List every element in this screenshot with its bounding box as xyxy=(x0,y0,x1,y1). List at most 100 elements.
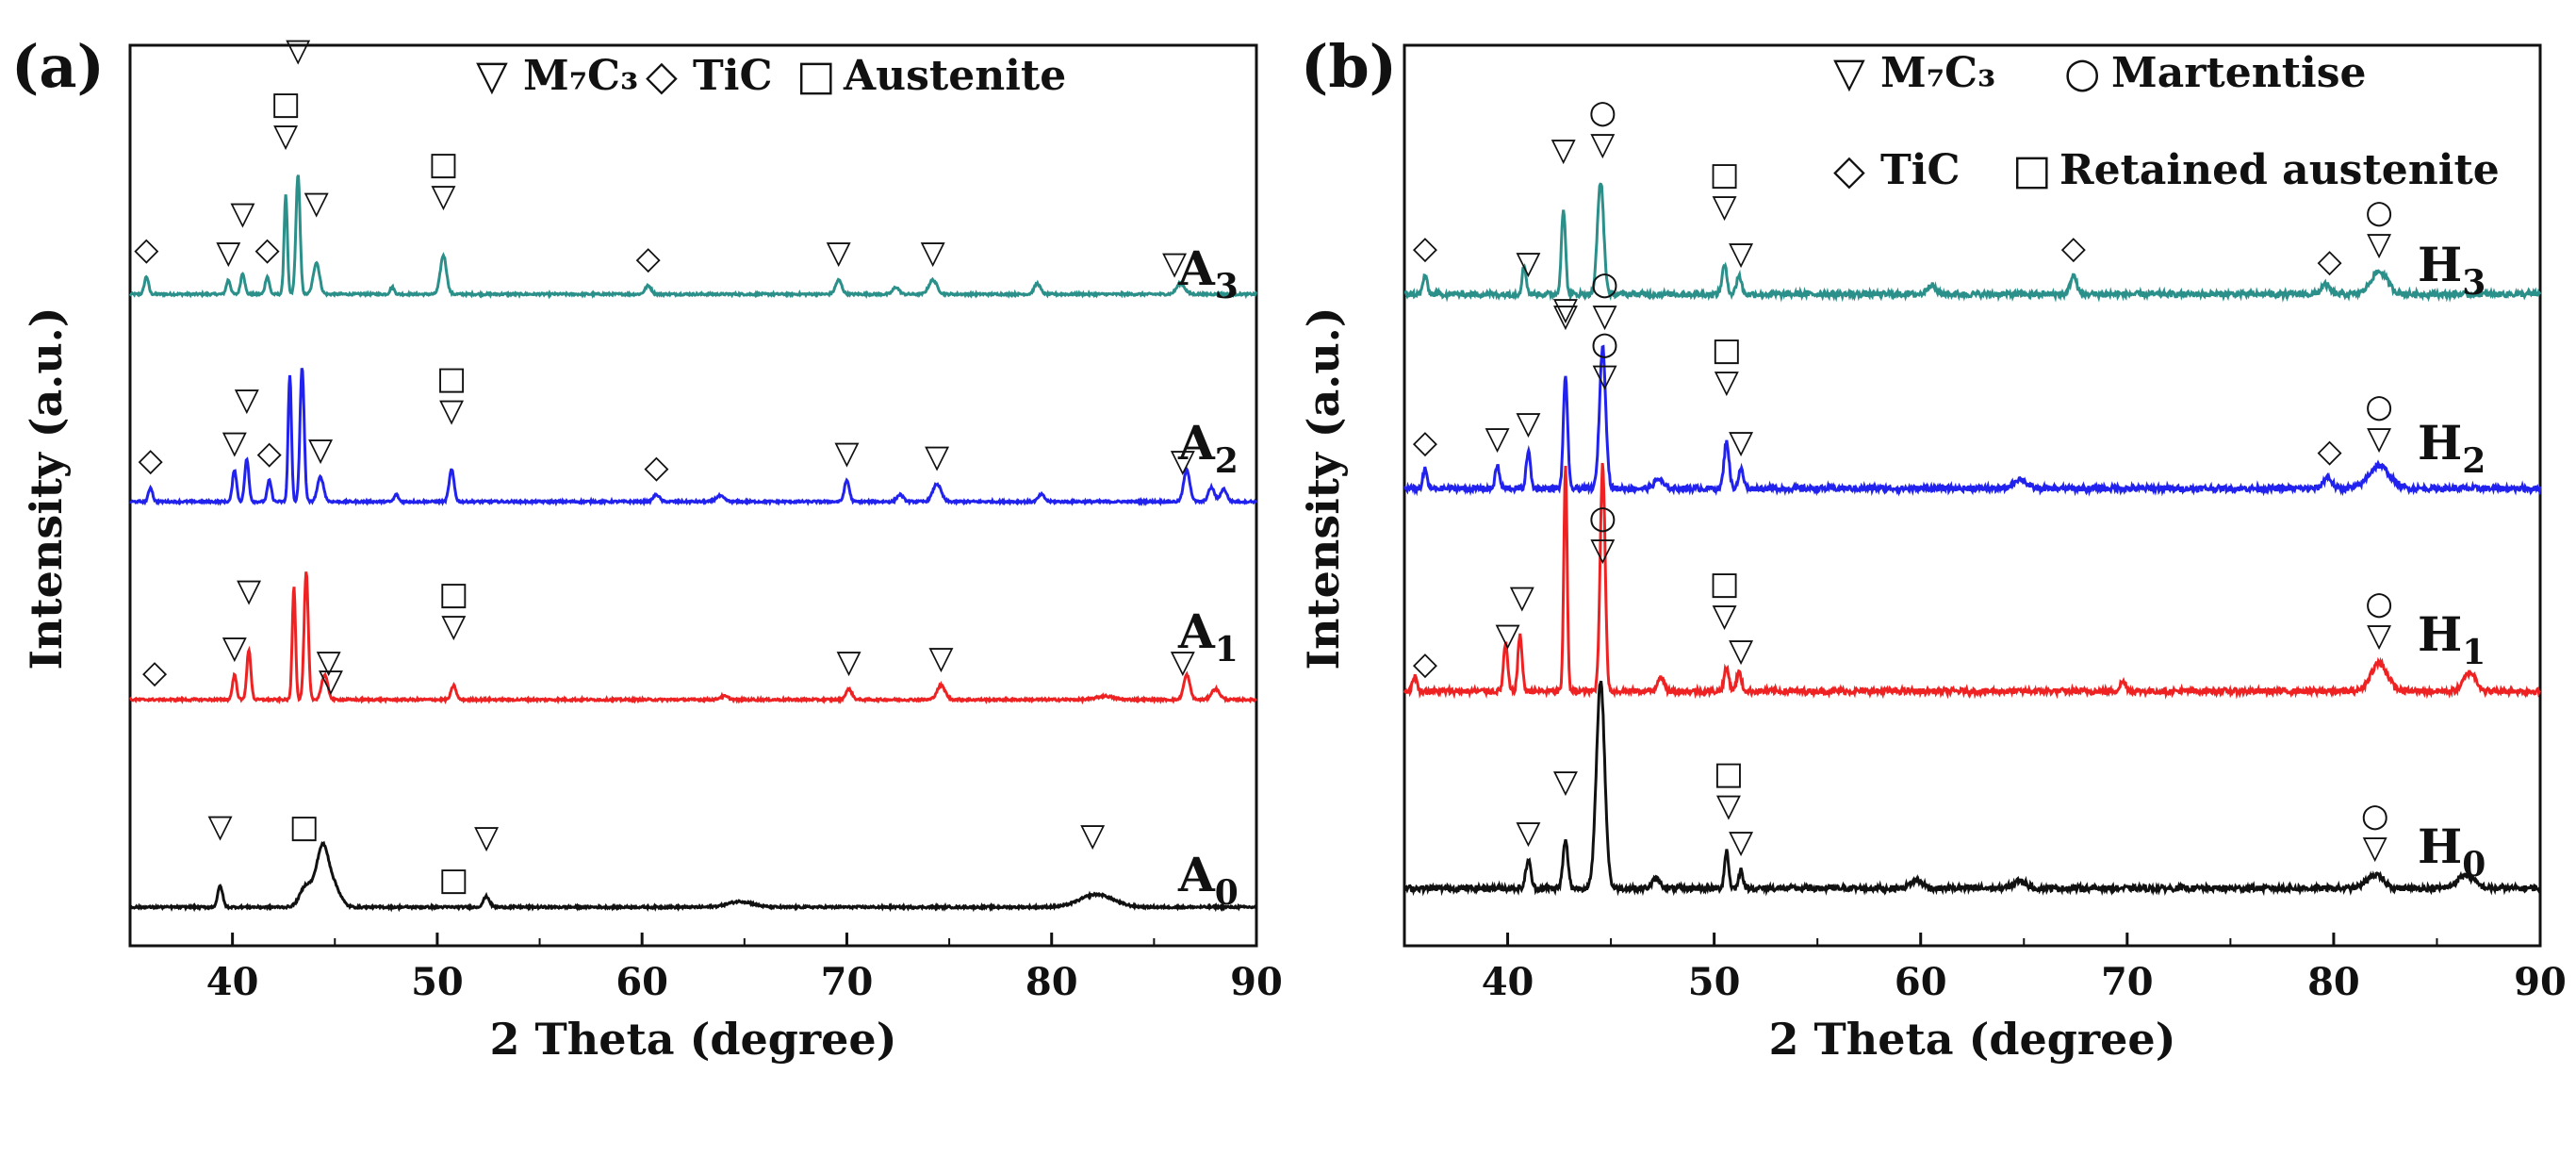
peak-marker: □ xyxy=(1710,156,1740,193)
legend-label: TiC xyxy=(693,52,772,100)
legend-item: ○ Martentise xyxy=(2064,49,2367,97)
curve-label: H2 xyxy=(2418,415,2486,481)
legend-item: ▽ M₇C₃ xyxy=(476,52,638,100)
x-axis-label: 2 Theta (degree) xyxy=(1769,1014,2176,1065)
peak-marker: ◇ xyxy=(134,230,159,268)
peak-marker: ▽ xyxy=(1590,531,1616,569)
peak-marker: ▽ xyxy=(441,607,467,645)
legend-label: Retained austenite xyxy=(2059,146,2500,194)
peak-marker: ▽ xyxy=(474,818,500,856)
peak-marker: ◇ xyxy=(1413,423,1438,461)
panel-label: (b) xyxy=(1301,32,1397,101)
peak-marker: ▽ xyxy=(1592,297,1617,335)
peak-marker: ▽ xyxy=(1162,244,1188,282)
peak-marker: ▽ xyxy=(1171,643,1196,681)
curve-label: A0 xyxy=(1177,847,1239,913)
peak-marker: ▽ xyxy=(1551,131,1577,169)
peak-marker: ▽ xyxy=(1485,420,1511,457)
peak-marker: ▽ xyxy=(222,629,248,667)
peak-marker: ▽ xyxy=(1516,814,1541,851)
y-axis-label: Intensity (a.u.) xyxy=(21,306,72,669)
x-tick-label: 70 xyxy=(821,960,874,1004)
legend-label: Austenite xyxy=(843,52,1066,100)
peak-marker: ▽ xyxy=(304,184,330,222)
legend-symbol: ○ xyxy=(2064,49,2100,97)
panel-label: (a) xyxy=(11,32,105,101)
peak-marker: ▽ xyxy=(1516,405,1541,442)
legend-item: ▽ M₇C₃ xyxy=(1833,49,1995,97)
x-tick-label: 60 xyxy=(1895,960,1947,1004)
legend-symbol: □ xyxy=(796,52,836,100)
peak-marker: ▽ xyxy=(1729,632,1754,669)
peak-marker: ▽ xyxy=(235,381,260,419)
peak-marker: ▽ xyxy=(1553,290,1579,328)
x-tick-label: 50 xyxy=(411,960,464,1004)
peak-marker: □ xyxy=(438,861,468,899)
peak-marker: □ xyxy=(438,575,468,613)
plot-frame xyxy=(1403,43,2542,948)
x-tick-label: 80 xyxy=(2307,960,2360,1004)
peak-marker: □ xyxy=(1712,331,1742,369)
x-tick-label: 80 xyxy=(1025,960,1078,1004)
peak-marker: □ xyxy=(271,85,301,123)
peak-marker: ▽ xyxy=(208,808,234,846)
peak-marker: ◇ xyxy=(644,449,669,487)
peak-marker: ▽ xyxy=(1713,597,1738,635)
x-tick-label: 60 xyxy=(615,960,668,1004)
series-line-H3 xyxy=(1403,182,2542,303)
peak-marker: ◇ xyxy=(636,240,662,277)
y-axis-label: Intensity (a.u.) xyxy=(1298,306,1349,669)
peak-marker: □ xyxy=(1714,755,1744,793)
curve-label: H1 xyxy=(2418,606,2486,672)
peak-marker: ▽ xyxy=(1715,363,1740,401)
legend-symbol: ▽ xyxy=(476,52,508,100)
peak-marker: ▽ xyxy=(837,643,862,681)
legend-symbol: ◇ xyxy=(646,52,678,100)
x-tick-label: 40 xyxy=(1482,960,1534,1004)
peak-marker: ▽ xyxy=(2367,617,2392,654)
x-tick-label: 70 xyxy=(2101,960,2154,1004)
panel-a: 40 50 60 70 80 90 (a) 2 Theta (degree) Intensity… xyxy=(11,32,1283,1066)
plot-frame xyxy=(128,43,1258,948)
x-tick-label: 90 xyxy=(1230,960,1283,1004)
peak-marker: ○ xyxy=(2361,797,2389,835)
peak-marker: ▽ xyxy=(216,234,241,272)
series-line-A3 xyxy=(128,174,1258,300)
legend-item: □ Austenite xyxy=(796,52,1066,100)
series-line-A1 xyxy=(129,571,1257,705)
peak-marker: ▽ xyxy=(1171,442,1196,480)
series-line-A0 xyxy=(129,840,1258,913)
peak-marker: □ xyxy=(436,359,467,397)
peak-marker: ▽ xyxy=(925,438,950,475)
peak-marker: ○ xyxy=(1591,324,1619,362)
peak-marker: ▽ xyxy=(222,423,248,461)
peak-marker: ▽ xyxy=(1553,297,1579,335)
x-axis-label: 2 Theta (degree) xyxy=(490,1014,897,1065)
x-tick-label: 50 xyxy=(1688,960,1741,1004)
peak-marker: ▽ xyxy=(827,234,852,272)
legend-item: ◇ TiC xyxy=(646,52,772,100)
x-tick-label: 40 xyxy=(206,960,259,1004)
peak-marker: ◇ xyxy=(142,653,168,691)
series-line-A2 xyxy=(129,368,1258,507)
peak-marker: ▽ xyxy=(1729,235,1754,273)
legend-label: M₇C₃ xyxy=(1880,49,1995,97)
peak-marker: ▽ xyxy=(1716,787,1742,825)
peak-marker: ○ xyxy=(2365,193,2393,231)
peak-marker: ▽ xyxy=(286,32,311,70)
legend-symbol: ▽ xyxy=(1833,49,1865,97)
peak-marker: ◇ xyxy=(257,435,283,472)
peak-marker: ▽ xyxy=(1592,356,1617,394)
peak-marker: ◇ xyxy=(2317,242,2342,280)
peak-marker: ▽ xyxy=(237,572,262,610)
peak-marker: ○ xyxy=(1588,93,1616,131)
peak-marker: ▽ xyxy=(439,391,465,429)
peak-marker: ▽ xyxy=(317,643,342,681)
peak-marker: ○ xyxy=(2365,388,2393,425)
x-tick-label: 90 xyxy=(2514,960,2567,1004)
legend-item: □ Retained austenite xyxy=(2012,146,2500,194)
peak-marker: ◇ xyxy=(2061,229,2087,267)
peak-marker: ◇ xyxy=(139,441,164,479)
peak-marker: ◇ xyxy=(254,230,280,268)
